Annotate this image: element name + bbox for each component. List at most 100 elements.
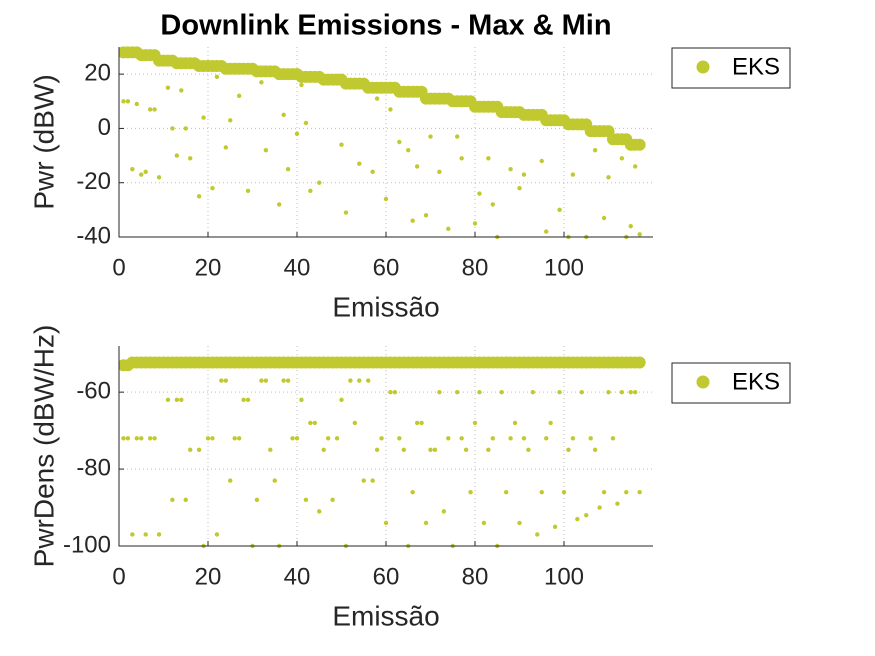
min-point	[263, 378, 269, 383]
min-point	[535, 532, 540, 537]
min-point	[214, 532, 220, 537]
min-point	[366, 378, 371, 383]
legend-marker	[696, 60, 710, 74]
min-point	[423, 520, 429, 526]
x-tick-label: 60	[373, 254, 400, 281]
min-point	[263, 147, 269, 153]
min-point	[437, 389, 442, 395]
min-point	[592, 447, 598, 453]
min-point	[490, 202, 495, 207]
min-point	[357, 378, 362, 383]
chart-title: Downlink Emissions - Max & Min	[160, 10, 611, 42]
min-point	[592, 147, 598, 153]
min-point	[512, 420, 518, 426]
y-tick-label: -60	[76, 377, 111, 404]
min-point	[179, 88, 184, 93]
min-point	[196, 194, 202, 199]
min-point	[152, 107, 157, 112]
min-point	[463, 447, 469, 453]
min-point	[348, 378, 353, 383]
min-point	[210, 436, 215, 441]
min-point	[544, 436, 549, 441]
min-point	[521, 172, 527, 177]
min-point	[121, 436, 126, 441]
legend-box	[671, 362, 791, 404]
min-point	[379, 436, 384, 441]
min-point	[530, 389, 536, 395]
min-point	[321, 447, 326, 453]
min-point	[397, 139, 402, 145]
x-tick-label: 0	[112, 254, 125, 281]
min-point	[526, 447, 531, 453]
min-point	[624, 489, 629, 495]
min-point	[584, 513, 589, 518]
min-point	[606, 175, 611, 180]
min-point	[579, 389, 584, 395]
min-point	[308, 420, 313, 426]
min-point	[303, 497, 309, 503]
min-point	[201, 115, 206, 120]
min-point	[455, 389, 460, 395]
min-point	[245, 397, 251, 403]
min-point	[357, 161, 362, 166]
y-tick-label: -20	[76, 168, 111, 195]
min-point	[499, 389, 504, 395]
min-point	[633, 389, 638, 395]
plot-area	[119, 356, 646, 549]
min-point	[143, 532, 148, 537]
min-point	[245, 188, 251, 194]
min-point	[290, 436, 295, 441]
min-point	[552, 524, 558, 529]
min-point	[334, 436, 340, 441]
min-point	[414, 420, 420, 426]
min-point	[517, 520, 522, 526]
min-point	[508, 436, 513, 441]
min-point	[170, 126, 175, 131]
x-tick-label: 20	[195, 563, 222, 590]
min-point	[548, 420, 553, 426]
min-point	[388, 389, 393, 395]
min-point	[188, 156, 193, 161]
min-point	[557, 389, 562, 395]
x-tick-label: 100	[544, 563, 584, 590]
min-point	[219, 378, 224, 383]
min-point	[236, 436, 242, 441]
axes-box	[118, 47, 653, 238]
min-point	[428, 447, 433, 453]
min-point	[459, 436, 464, 441]
min-point	[486, 156, 491, 161]
min-point	[139, 436, 144, 441]
min-point	[259, 80, 264, 85]
min-point	[343, 210, 349, 215]
min-point	[223, 145, 228, 150]
min-point	[241, 397, 246, 403]
min-point	[130, 166, 135, 172]
min-point	[259, 378, 264, 383]
min-point	[401, 447, 406, 453]
min-point	[428, 134, 433, 139]
min-point	[503, 489, 509, 495]
min-point	[174, 153, 180, 158]
min-point	[285, 378, 291, 383]
min-point	[179, 397, 184, 403]
min-point	[606, 389, 611, 395]
min-point	[125, 99, 131, 104]
min-point	[575, 516, 580, 522]
min-point	[619, 156, 625, 161]
min-point	[459, 156, 464, 161]
min-point	[437, 169, 442, 175]
min-point	[339, 142, 344, 147]
min-point	[597, 505, 602, 510]
min-point	[339, 397, 344, 403]
min-point	[397, 436, 402, 441]
min-point	[165, 397, 171, 403]
min-point	[170, 497, 175, 503]
min-point	[156, 532, 162, 537]
min-point	[188, 447, 193, 453]
min-point	[432, 447, 438, 453]
min-point	[121, 99, 126, 104]
min-point	[196, 447, 202, 453]
min-point	[544, 229, 549, 234]
min-point	[228, 478, 233, 483]
min-point	[637, 232, 642, 237]
